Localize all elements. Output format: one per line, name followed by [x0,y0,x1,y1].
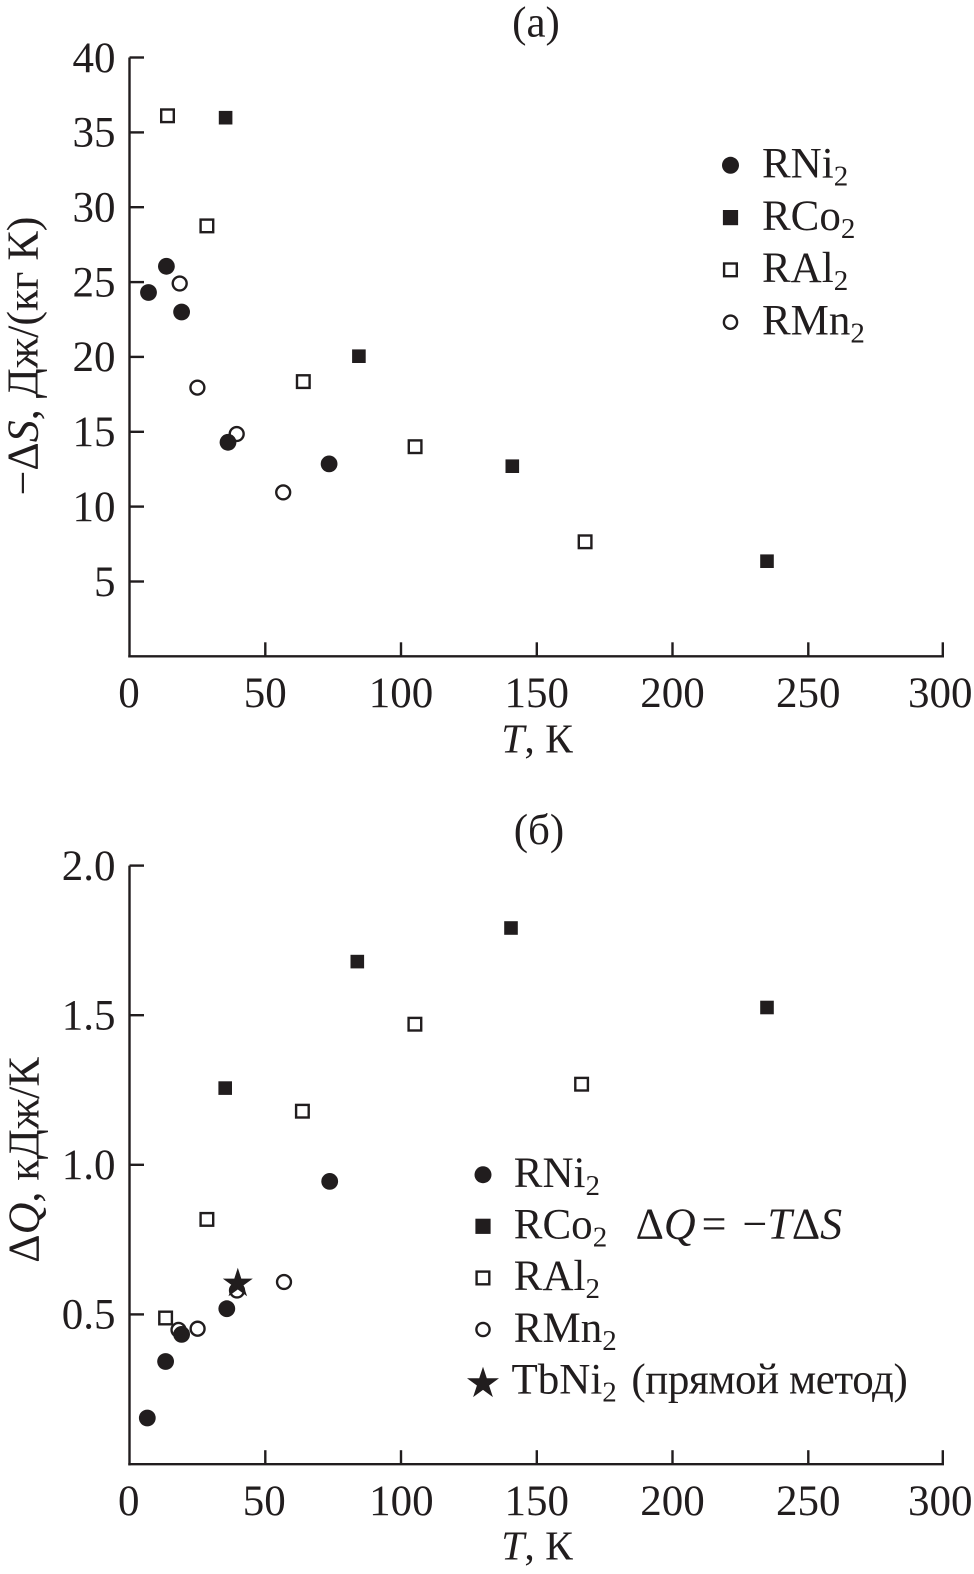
svg-text:(прямой метод): (прямой метод) [631,1356,907,1403]
svg-text:RMn: RMn [762,298,850,345]
svg-text:150: 150 [505,670,570,717]
svg-text:300: 300 [908,1478,973,1525]
svg-text:250: 250 [776,670,841,717]
svg-text:250: 250 [776,1478,841,1525]
svg-text:T, К: T, К [501,1523,573,1569]
svg-text:2: 2 [602,1376,617,1408]
svg-text:2: 2 [834,265,849,297]
svg-text:2: 2 [593,1222,608,1254]
svg-text:30: 30 [73,185,116,232]
svg-text:(б): (б) [514,807,565,854]
svg-text:1.5: 1.5 [62,993,116,1040]
svg-text:RNi: RNi [762,141,834,188]
svg-text:35: 35 [73,110,116,157]
svg-text:RMn: RMn [514,1305,602,1352]
svg-text:(а): (а) [512,0,560,47]
svg-text:50: 50 [244,670,287,717]
svg-text:ΔQ, кДж/К: ΔQ, кДж/К [0,1057,49,1263]
svg-text:100: 100 [369,670,434,717]
svg-text:RCo: RCo [762,193,841,240]
svg-text:2: 2 [586,1273,601,1305]
svg-text:1.0: 1.0 [62,1142,116,1189]
svg-text:TbNi: TbNi [512,1356,603,1403]
svg-text:50: 50 [243,1478,286,1525]
svg-text:200: 200 [640,670,705,717]
svg-text:RAl: RAl [514,1253,586,1300]
svg-text:20: 20 [73,334,116,381]
svg-text:T, К: T, К [501,715,573,761]
svg-text:100: 100 [369,1478,434,1525]
svg-text:15: 15 [73,409,116,456]
svg-text:150: 150 [505,1478,570,1525]
svg-text:40: 40 [73,35,116,82]
svg-text:RCo: RCo [514,1202,593,1249]
svg-text:−ΔS, Дж/(кг К): −ΔS, Дж/(кг К) [0,217,48,496]
svg-text:300: 300 [908,670,973,717]
svg-text:2: 2 [834,161,849,193]
svg-text:25: 25 [73,259,116,306]
svg-text:2: 2 [841,213,856,245]
svg-text:RAl: RAl [762,245,834,292]
svg-text:2: 2 [602,1325,617,1357]
svg-text:5: 5 [94,559,116,606]
svg-text:10: 10 [73,484,116,531]
svg-text:ΔQ = −TΔS: ΔQ = −TΔS [636,1200,843,1249]
svg-text:0.5: 0.5 [62,1292,116,1339]
svg-text:RNi: RNi [514,1150,586,1197]
svg-text:0: 0 [118,670,140,717]
svg-text:2: 2 [586,1170,601,1202]
svg-text:200: 200 [640,1478,705,1525]
svg-text:2: 2 [850,318,865,350]
svg-text:0: 0 [118,1478,140,1525]
svg-text:2.0: 2.0 [62,843,116,890]
